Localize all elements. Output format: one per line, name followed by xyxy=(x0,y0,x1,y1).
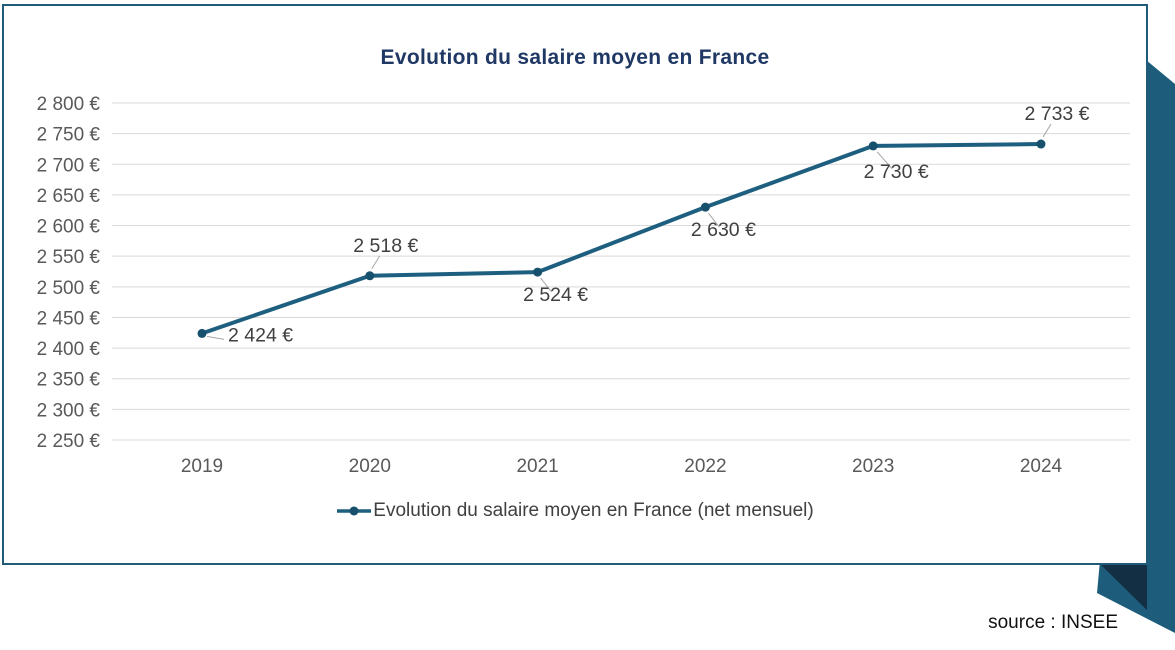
label-leader-line xyxy=(540,277,552,293)
data-point-label: 2 730 € xyxy=(864,161,929,183)
y-tick-label: 2 700 € xyxy=(37,155,101,176)
data-point-label: 2 518 € xyxy=(353,235,418,257)
y-tick-label: 2 250 € xyxy=(37,431,101,452)
x-tick-label: 2022 xyxy=(684,456,726,477)
y-tick-label: 2 300 € xyxy=(37,400,101,421)
data-point-marker xyxy=(700,202,710,212)
data-point-label: 2 524 € xyxy=(523,284,588,306)
source-label: source : INSEE xyxy=(988,612,1118,633)
label-leader-line xyxy=(1042,123,1052,138)
legend-label: Evolution du salaire moyen en France (ne… xyxy=(373,500,814,521)
x-tick-label: 2023 xyxy=(852,456,894,477)
y-tick-label: 2 600 € xyxy=(37,217,101,238)
y-tick-label: 2 650 € xyxy=(37,186,101,207)
data-point-marker xyxy=(533,267,543,277)
data-point-marker xyxy=(197,328,207,338)
label-leader-line xyxy=(876,151,893,170)
chart-legend: Evolution du salaire moyen en France (ne… xyxy=(4,500,1146,522)
y-tick-label: 2 750 € xyxy=(37,125,101,146)
x-tick-label: 2024 xyxy=(1020,456,1063,477)
y-tick-label: 2 550 € xyxy=(37,247,101,268)
y-tick-label: 2 500 € xyxy=(37,278,101,299)
y-tick-label: 2 450 € xyxy=(37,308,101,329)
ribbon-fold-shape xyxy=(1100,564,1147,610)
chart-title: Evolution du salaire moyen en France xyxy=(380,46,770,69)
label-leader-line xyxy=(206,335,225,340)
y-tick-label: 2 400 € xyxy=(37,339,101,360)
label-leader-line xyxy=(371,255,381,270)
y-tick-label: 2 350 € xyxy=(37,370,101,391)
data-point-marker xyxy=(868,141,878,151)
data-point-label: 2 630 € xyxy=(691,219,756,241)
data-point-marker xyxy=(1036,139,1046,149)
chart-svg: 2 800 € 2 750 € 2 700 € 2 650 € 2 600 € 2 550… xyxy=(37,94,1130,477)
data-point-marker xyxy=(365,271,375,281)
chart-card: 2 800 € 2 750 € 2 700 € 2 650 € 2 600 € 2 550… xyxy=(2,4,1148,565)
series-line xyxy=(201,142,1042,336)
legend-line-marker-icon xyxy=(337,506,372,516)
data-point-label: 2 733 € xyxy=(1024,103,1089,125)
x-tick-label: 2020 xyxy=(349,456,391,477)
y-tick-label: 2 800 € xyxy=(37,94,101,115)
data-point-label: 2 424 € xyxy=(228,324,293,346)
x-tick-label: 2021 xyxy=(516,456,558,477)
label-leader-line xyxy=(708,212,720,228)
x-tick-label: 2019 xyxy=(181,456,223,477)
